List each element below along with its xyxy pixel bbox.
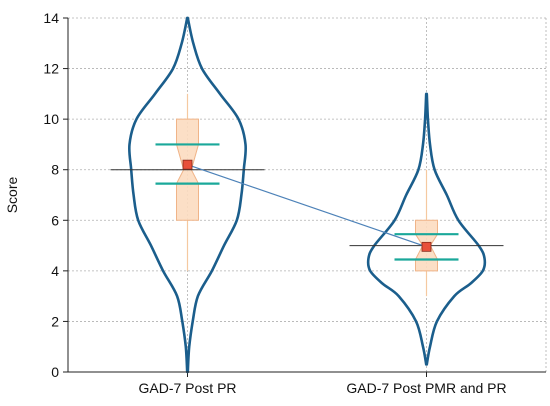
y-tick-label: 2: [51, 313, 59, 329]
y-tick-label: 8: [51, 162, 59, 178]
grid: [63, 17, 547, 377]
marks: [110, 93, 504, 297]
violins: [127, 16, 487, 374]
mean-marker: [421, 241, 432, 252]
axes: [67, 18, 546, 373]
x-tick-label: GAD-7 Post PR: [138, 380, 236, 396]
x-tick-label: GAD-7 Post PMR and PR: [346, 380, 506, 396]
mean-connector: [187, 164, 427, 248]
violin-outline-right: [186, 16, 248, 374]
y-tick-label: 14: [43, 10, 59, 26]
violin-outline-right: [425, 92, 487, 366]
y-tick-label: 6: [51, 212, 59, 228]
violin-outline-left: [127, 16, 189, 374]
y-axis-title: Score: [4, 177, 20, 214]
y-tick-label: 0: [51, 364, 59, 380]
y-tick-label: 4: [51, 263, 59, 279]
y-tick-label: 10: [43, 111, 59, 127]
y-tick-label: 12: [43, 61, 59, 77]
mean-marker: [182, 159, 193, 170]
labels: Score 0 2 4 6 8 10 12 14 GAD-7 Post PR GAD-7 Post…: [4, 10, 507, 396]
violin-outline-left: [366, 92, 428, 366]
